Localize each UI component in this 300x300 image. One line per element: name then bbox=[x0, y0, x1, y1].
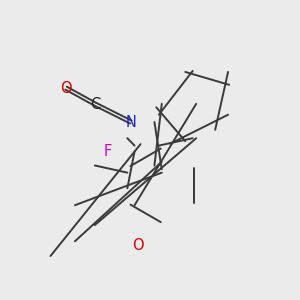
Text: O: O bbox=[60, 81, 72, 96]
Text: N: N bbox=[125, 115, 136, 130]
Text: F: F bbox=[103, 144, 111, 159]
Text: O: O bbox=[132, 238, 144, 253]
Text: C: C bbox=[90, 97, 101, 112]
